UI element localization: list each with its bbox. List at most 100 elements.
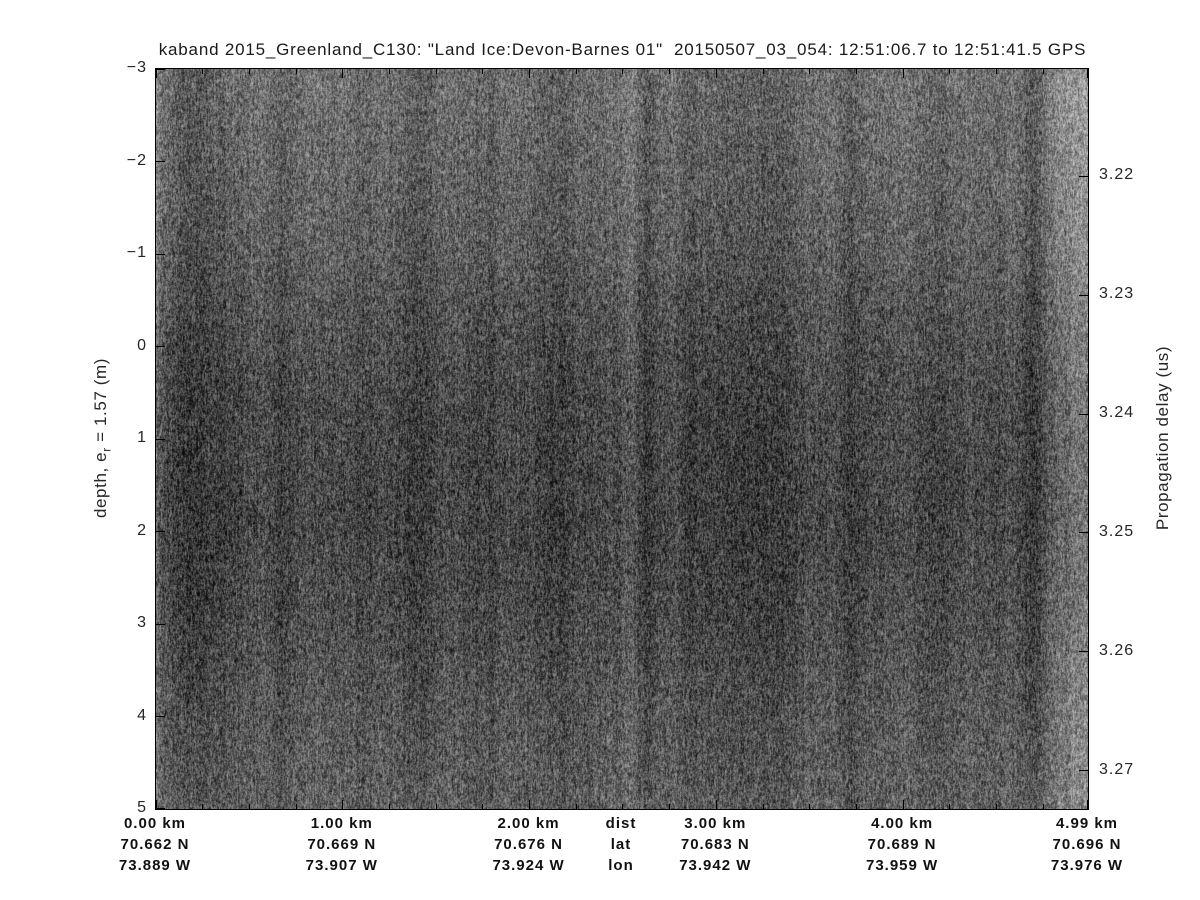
x-tick-mark-top bbox=[202, 69, 204, 74]
geo-column: 2.00 km 70.676 N 73.924 W bbox=[464, 813, 594, 876]
x-tick-mark-top bbox=[902, 69, 904, 78]
x-tick-mark-top bbox=[762, 69, 764, 74]
x-tick-mark-bottom bbox=[435, 804, 437, 809]
x-tick-mark-top bbox=[575, 69, 577, 74]
x-tick-mark-top bbox=[295, 69, 297, 74]
y-tick-mark-left bbox=[156, 438, 165, 440]
x-tick-mark-bottom bbox=[995, 804, 997, 809]
geo-dist-value: 4.99 km bbox=[1055, 815, 1119, 832]
geo-lon-value: 73.942 W bbox=[679, 857, 752, 874]
y-tick-mark-right bbox=[1079, 175, 1088, 177]
geo-lat-value: 70.683 N bbox=[680, 836, 750, 853]
geo-lat-value: 70.676 N bbox=[494, 836, 563, 853]
x-tick-mark-bottom bbox=[809, 804, 811, 809]
y-tick-label-right: 3.23 bbox=[1099, 285, 1135, 303]
geo-dist-value: 4.00 km bbox=[871, 815, 934, 832]
y-tick-label-left: 5 bbox=[137, 799, 147, 816]
y-tick-mark-left bbox=[156, 807, 165, 809]
geo-lat-value: 70.689 N bbox=[867, 836, 937, 853]
x-tick-mark-bottom bbox=[575, 804, 577, 809]
y-tick-label-left: 0 bbox=[137, 336, 147, 354]
plot-area bbox=[155, 68, 1089, 810]
y-tick-mark-left bbox=[156, 68, 165, 70]
y-tick-label-right: 3.22 bbox=[1099, 166, 1135, 184]
x-tick-mark-top bbox=[855, 69, 857, 74]
x-tick-mark-top bbox=[155, 69, 157, 78]
x-tick-mark-top bbox=[995, 69, 997, 74]
x-tick-mark-bottom bbox=[762, 804, 764, 809]
x-tick-mark-bottom bbox=[202, 804, 204, 809]
x-tick-mark-top bbox=[342, 69, 344, 78]
geo-lon-value: 73.976 W bbox=[1050, 857, 1124, 874]
x-tick-mark-bottom bbox=[669, 804, 671, 809]
y-tick-label-right: 3.24 bbox=[1099, 404, 1135, 422]
x-tick-mark-top bbox=[622, 69, 624, 74]
geo-lon-value: 73.924 W bbox=[492, 857, 565, 874]
geo-lat-value: 70.662 N bbox=[120, 836, 190, 853]
y-tick-label-left: 1 bbox=[137, 429, 147, 446]
x-tick-mark-top bbox=[715, 69, 717, 78]
geo-column: 4.99 km 70.696 N 73.976 W bbox=[1022, 813, 1152, 876]
geo-dist-value: 2.00 km bbox=[497, 815, 560, 832]
geo-lon-value: 73.889 W bbox=[118, 857, 192, 874]
x-tick-mark-bottom bbox=[902, 800, 904, 809]
geo-column: 4.00 km 70.689 N 73.959 W bbox=[837, 813, 967, 876]
x-tick-mark-bottom bbox=[295, 804, 297, 809]
y-tick-mark-right bbox=[1079, 532, 1088, 534]
x-tick-mark-top bbox=[482, 69, 484, 74]
x-tick-mark-bottom bbox=[342, 800, 344, 809]
x-tick-mark-top bbox=[435, 69, 437, 74]
geo-dist-value: 3.00 km bbox=[684, 815, 747, 832]
x-tick-mark-top bbox=[1042, 69, 1044, 74]
geo-lat-value: 70.696 N bbox=[1052, 836, 1122, 853]
y-tick-label-right: 3.26 bbox=[1099, 641, 1135, 659]
geo-dist-value: 0.00 km bbox=[123, 815, 187, 832]
geo-column: 0.00 km 70.662 N 73.889 W bbox=[90, 813, 220, 876]
y-tick-mark-right bbox=[1079, 651, 1088, 653]
x-tick-mark-bottom bbox=[155, 800, 157, 809]
geo-lon-value: 73.907 W bbox=[305, 857, 378, 874]
y-tick-mark-right bbox=[1079, 770, 1088, 772]
geo-header-lat: lat bbox=[610, 836, 632, 853]
geo-dist-value: 1.00 km bbox=[310, 815, 373, 832]
x-tick-mark-top bbox=[949, 69, 951, 74]
x-tick-mark-top bbox=[809, 69, 811, 74]
y-tick-label-right: 3.25 bbox=[1099, 522, 1135, 540]
geo-column: 1.00 km 70.669 N 73.907 W bbox=[277, 813, 407, 876]
y-left-label-text: depth, e bbox=[91, 451, 110, 519]
x-tick-mark-bottom bbox=[388, 804, 390, 809]
figure-title: kaband 2015_Greenland_C130: "Land Ice:De… bbox=[158, 40, 1087, 59]
y-tick-label-left: 4 bbox=[137, 706, 147, 724]
x-tick-mark-bottom bbox=[715, 800, 717, 809]
echogram-canvas bbox=[156, 69, 1088, 809]
x-tick-mark-bottom bbox=[1086, 800, 1088, 809]
x-tick-mark-bottom bbox=[529, 800, 531, 809]
y-tick-mark-right bbox=[1079, 413, 1088, 415]
x-tick-mark-bottom bbox=[949, 804, 951, 809]
x-tick-mark-top bbox=[248, 69, 250, 74]
geo-header-dist: dist bbox=[605, 815, 637, 832]
x-tick-mark-top bbox=[1086, 69, 1088, 78]
y-tick-label-left: −3 bbox=[126, 59, 147, 76]
x-tick-mark-top bbox=[669, 69, 671, 74]
geo-lat-value: 70.669 N bbox=[307, 836, 377, 853]
y-tick-label-right: 3.27 bbox=[1099, 760, 1135, 778]
geo-header-lon: lon bbox=[608, 857, 634, 874]
x-tick-mark-top bbox=[529, 69, 531, 78]
geo-column: 3.00 km 70.683 N 73.942 W bbox=[650, 813, 780, 876]
geo-lon-value: 73.959 W bbox=[865, 857, 939, 874]
y-tick-mark-left bbox=[156, 623, 165, 625]
x-tick-mark-bottom bbox=[622, 804, 624, 809]
y-tick-mark-left bbox=[156, 161, 165, 162]
y-tick-mark-left bbox=[156, 531, 165, 532]
x-tick-mark-bottom bbox=[855, 804, 857, 809]
y-tick-mark-left bbox=[156, 346, 165, 347]
y-tick-label-left: 2 bbox=[137, 521, 147, 539]
x-tick-mark-top bbox=[388, 69, 390, 74]
y-tick-mark-right bbox=[1079, 294, 1088, 296]
x-tick-mark-bottom bbox=[482, 804, 484, 809]
y-tick-label-left: 3 bbox=[137, 614, 147, 631]
geo-header-column: dist lat lon bbox=[581, 813, 661, 876]
y-tick-mark-left bbox=[156, 253, 165, 255]
